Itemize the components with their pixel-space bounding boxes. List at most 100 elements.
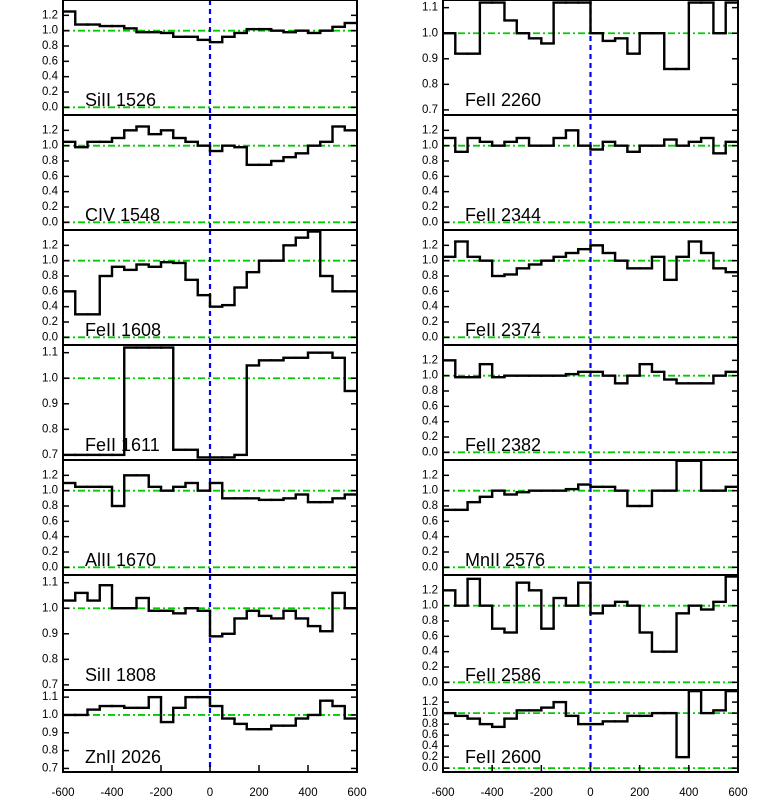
x-tick-label: 600 bbox=[728, 787, 747, 799]
y-tick-label: 0.4 bbox=[422, 301, 439, 313]
x-tick-label: -400 bbox=[481, 787, 504, 799]
y-tick-label: 0.8 bbox=[422, 500, 438, 512]
y-tick-label: 0.4 bbox=[42, 71, 59, 83]
y-tick-label: 0.2 bbox=[422, 431, 438, 443]
x-tick-label: 0 bbox=[207, 787, 213, 799]
panel-label: AlII 1670 bbox=[85, 550, 156, 570]
y-tick-label: 0.9 bbox=[42, 628, 58, 640]
y-tick-label: 0.7 bbox=[422, 104, 438, 116]
y-tick-label: 0.8 bbox=[42, 653, 58, 665]
x-tick-label: -600 bbox=[51, 787, 74, 799]
panel bbox=[63, 0, 357, 115]
y-tick-label: 0.6 bbox=[422, 400, 438, 412]
y-tick-label: 0.6 bbox=[422, 285, 438, 297]
y-tick-label: 0.9 bbox=[42, 398, 58, 410]
y-tick-label: 0.8 bbox=[42, 745, 58, 757]
y-tick-label: 1.2 bbox=[422, 239, 438, 251]
y-tick-label: 0.4 bbox=[422, 186, 439, 198]
panel-label: FeII 2600 bbox=[465, 747, 541, 767]
x-tick-label: -200 bbox=[149, 787, 172, 799]
y-tick-label: 1.2 bbox=[422, 469, 438, 481]
y-tick-label: 0.8 bbox=[422, 615, 438, 627]
y-tick-label: 0.6 bbox=[42, 285, 58, 297]
panel-label: FeII 2374 bbox=[465, 320, 541, 340]
y-tick-label: 0.0 bbox=[42, 101, 58, 113]
x-tick-label: -200 bbox=[530, 787, 553, 799]
y-tick-label: 0.4 bbox=[422, 646, 439, 658]
y-tick-label: 0.0 bbox=[42, 216, 58, 228]
y-tick-label: 0.4 bbox=[422, 531, 439, 543]
y-tick-label: 0.2 bbox=[42, 316, 58, 328]
y-tick-label: 0.6 bbox=[422, 630, 438, 642]
panel-label: FeII 2586 bbox=[465, 665, 541, 685]
panel-label: ZnII 2026 bbox=[85, 747, 161, 767]
y-tick-label: 0.8 bbox=[422, 385, 438, 397]
y-tick-label: 0.0 bbox=[422, 216, 438, 228]
y-tick-label: 0.8 bbox=[42, 500, 58, 512]
panel-label: FeII 2260 bbox=[465, 90, 541, 110]
y-tick-label: 0.8 bbox=[42, 155, 58, 167]
x-tick-label: -400 bbox=[100, 787, 123, 799]
x-tick-label: 400 bbox=[298, 787, 317, 799]
panel bbox=[443, 575, 738, 690]
y-tick-label: 0.8 bbox=[422, 270, 438, 282]
y-tick-label: 1.0 bbox=[422, 600, 438, 612]
y-tick-label: 0.0 bbox=[422, 561, 438, 573]
panel bbox=[63, 460, 357, 575]
y-tick-label: 1.2 bbox=[422, 696, 438, 708]
y-tick-label: 0.2 bbox=[42, 546, 58, 558]
y-tick-label: 0.9 bbox=[422, 53, 438, 65]
y-tick-label: 1.1 bbox=[422, 2, 438, 14]
y-tick-label: 0.4 bbox=[42, 186, 59, 198]
panel bbox=[443, 345, 738, 460]
y-tick-label: 0.2 bbox=[42, 86, 58, 98]
panel-label: FeII 1608 bbox=[85, 320, 161, 340]
panel-label: SiII 1526 bbox=[85, 90, 156, 110]
panel bbox=[63, 575, 357, 690]
panel-label: FeII 1611 bbox=[85, 435, 160, 455]
x-tick-label: 600 bbox=[347, 787, 366, 799]
panel bbox=[63, 690, 357, 772]
y-tick-label: 1.0 bbox=[42, 602, 58, 614]
y-tick-label: 0.8 bbox=[422, 718, 438, 730]
y-tick-label: 0.2 bbox=[422, 661, 438, 673]
y-tick-label: 1.0 bbox=[422, 370, 438, 382]
panel-label: SiII 1808 bbox=[85, 665, 156, 685]
x-tick-label: 0 bbox=[587, 787, 593, 799]
y-tick-label: 0.2 bbox=[422, 546, 438, 558]
panel-label: FeII 2344 bbox=[465, 205, 541, 225]
y-tick-label: 1.1 bbox=[42, 691, 58, 703]
x-tick-label: 200 bbox=[249, 787, 268, 799]
y-tick-label: 0.6 bbox=[42, 55, 58, 67]
panel bbox=[63, 345, 357, 460]
y-tick-label: 0.9 bbox=[42, 727, 58, 739]
x-tick-label: -600 bbox=[431, 787, 454, 799]
y-tick-label: 0.7 bbox=[42, 762, 58, 774]
y-tick-label: 1.0 bbox=[42, 255, 58, 267]
y-tick-label: 1.2 bbox=[422, 354, 438, 366]
y-tick-label: 1.2 bbox=[42, 124, 58, 136]
y-tick-label: 0.2 bbox=[422, 316, 438, 328]
y-tick-label: 1.2 bbox=[422, 584, 438, 596]
y-tick-label: 0.6 bbox=[422, 729, 438, 741]
y-tick-label: 1.1 bbox=[42, 577, 58, 589]
y-tick-label: 1.0 bbox=[422, 140, 438, 152]
y-tick-label: 1.2 bbox=[42, 469, 58, 481]
y-tick-label: 0.7 bbox=[42, 679, 58, 691]
panel-label: FeII 2382 bbox=[465, 435, 541, 455]
y-tick-label: 0.6 bbox=[42, 170, 58, 182]
y-tick-label: 0.4 bbox=[422, 416, 439, 428]
y-tick-label: 1.1 bbox=[42, 347, 58, 359]
y-tick-label: 0.8 bbox=[422, 78, 438, 90]
y-tick-label: 1.2 bbox=[42, 239, 58, 251]
y-tick-label: 0.0 bbox=[422, 331, 438, 343]
y-tick-label: 0.4 bbox=[42, 531, 59, 543]
y-tick-label: 1.2 bbox=[42, 9, 58, 21]
y-tick-label: 0.0 bbox=[42, 561, 58, 573]
y-tick-label: 0.8 bbox=[42, 40, 58, 52]
y-tick-label: 0.2 bbox=[42, 201, 58, 213]
y-tick-label: 0.4 bbox=[42, 301, 59, 313]
y-tick-label: 0.0 bbox=[422, 446, 438, 458]
y-tick-label: 0.8 bbox=[422, 155, 438, 167]
